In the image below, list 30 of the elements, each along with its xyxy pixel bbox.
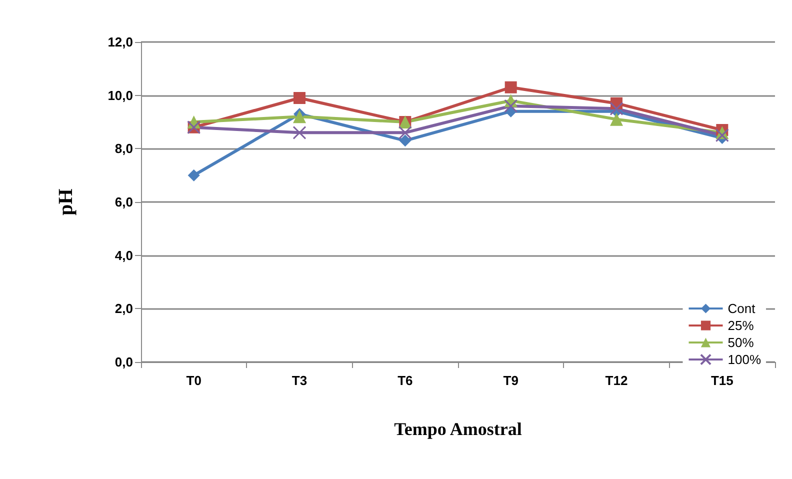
legend-label: 100% <box>728 352 762 367</box>
legend-label: Cont <box>728 301 756 316</box>
point <box>292 126 306 140</box>
x-tick-label: T9 <box>503 373 518 388</box>
x-tick-label: T12 <box>605 373 628 388</box>
x-axis-title: Tempo Amostral <box>394 419 522 439</box>
y-tick-label: 10,0 <box>108 88 133 103</box>
y-tick-label: 12,0 <box>108 34 133 50</box>
x-tick-label: T0 <box>186 373 202 388</box>
legend-label: 25% <box>728 318 754 333</box>
y-axis-title: pH <box>55 188 77 216</box>
point <box>398 126 412 140</box>
x-tick-label: T6 <box>398 373 413 388</box>
point <box>715 128 729 142</box>
y-tick-label: 4,0 <box>114 248 133 263</box>
point <box>188 169 200 182</box>
y-tick-label: 8,0 <box>114 141 133 156</box>
point <box>504 81 517 94</box>
point <box>610 102 624 116</box>
y-tick-label: 0,0 <box>114 354 133 370</box>
y-tick-label: 6,0 <box>114 194 133 210</box>
x-tick-label: T3 <box>292 373 308 388</box>
point <box>294 92 306 104</box>
x-tick-label: T15 <box>710 373 734 388</box>
y-tick-label: 2,0 <box>114 301 133 316</box>
point <box>399 134 412 147</box>
point <box>293 110 306 124</box>
point <box>610 112 623 126</box>
point <box>504 99 518 113</box>
legend-label: 50% <box>728 335 754 350</box>
